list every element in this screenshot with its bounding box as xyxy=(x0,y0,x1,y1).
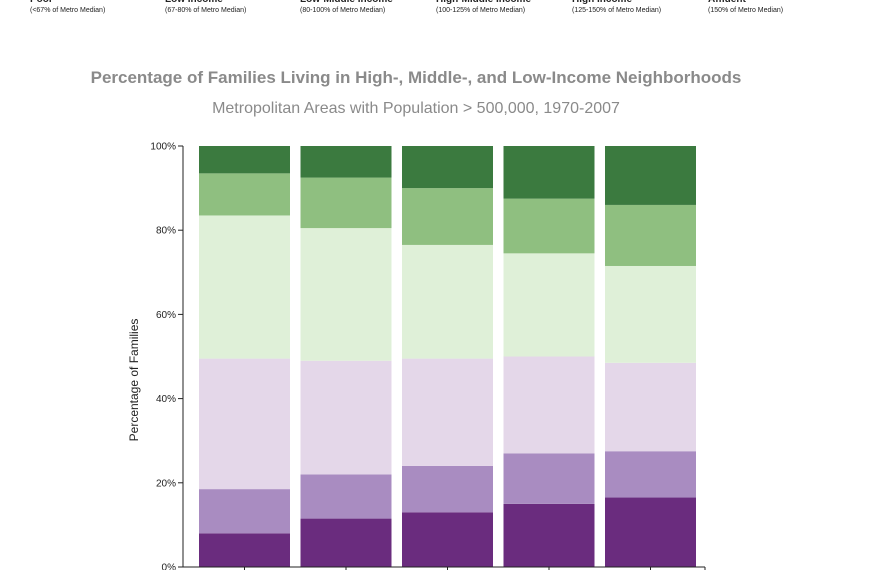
legend-item-name: Poor xyxy=(30,0,105,5)
bar-segment xyxy=(300,360,392,475)
bar-segment xyxy=(199,173,290,216)
bar-segment xyxy=(402,244,493,359)
legend-item-name: Low Income xyxy=(165,0,246,5)
bar-segment xyxy=(402,146,493,189)
legend-item: Affluent (150% of Metro Median) xyxy=(708,0,783,15)
bar-segment xyxy=(300,177,392,229)
legend-item: High-Middle Income (100-125% of Metro Med… xyxy=(436,0,531,15)
bar-segment xyxy=(300,228,392,361)
bar-segment xyxy=(503,253,595,357)
bar-segment xyxy=(199,358,290,490)
legend-item-range: (80-100% of Metro Median) xyxy=(300,7,386,14)
legend-item-range: (<67% of Metro Median) xyxy=(30,7,106,14)
legend-item-name: High-Middle Income xyxy=(436,0,531,5)
bar-segment xyxy=(503,146,595,199)
bar-segment xyxy=(605,451,696,498)
bar-segment xyxy=(402,512,493,567)
legend-item-name: Affluent xyxy=(708,0,783,5)
bars xyxy=(199,146,696,567)
y-tick-label: 40% xyxy=(156,394,176,405)
bar-segment xyxy=(503,356,595,454)
legend-item: Low Income (67-80% of Metro Median) xyxy=(165,0,246,15)
bar-segment xyxy=(402,465,493,513)
bar-segment xyxy=(402,188,493,245)
bar-segment xyxy=(402,358,493,466)
bar-segment xyxy=(199,489,290,534)
bar-segment xyxy=(605,265,696,363)
bar-segment xyxy=(199,146,290,174)
y-tick-label: 100% xyxy=(150,142,176,153)
y-tick-label: 0% xyxy=(162,563,177,570)
y-axis-label: Percentage of Families xyxy=(127,319,141,442)
legend-item: Poor (<67% of Metro Median) xyxy=(30,0,105,15)
bar-segment xyxy=(199,533,290,567)
axes: 0% 20% 40% 60% 80% 100% xyxy=(150,142,706,570)
legend-item-name: Low-Middle Income xyxy=(300,0,393,5)
legend-item-range: (100-125% of Metro Median) xyxy=(436,7,526,14)
legend-item-name: High Income xyxy=(572,0,661,5)
bar-segment xyxy=(605,497,696,567)
bar-segment xyxy=(503,198,595,254)
bar-segment xyxy=(199,215,290,359)
bar-segment xyxy=(605,362,696,452)
y-tick-label: 60% xyxy=(156,310,176,321)
legend-item: High Income (125-150% of Metro Median) xyxy=(572,0,661,15)
bar-segment xyxy=(300,474,392,519)
bar-segment xyxy=(300,518,392,567)
bar-segment xyxy=(300,146,392,178)
bar-segment xyxy=(605,146,696,205)
bar-segment xyxy=(503,453,595,504)
bar-segment xyxy=(605,204,696,266)
legend-item-range: (150% of Metro Median) xyxy=(708,7,784,14)
y-tick-label: 20% xyxy=(156,478,176,489)
chart-title: Percentage of Families Living in High-, … xyxy=(91,68,742,87)
legend-item-range: (67-80% of Metro Median) xyxy=(165,7,247,14)
legend-item: Low-Middle Income (80-100% of Metro Media… xyxy=(300,0,393,15)
legend: Poor (<67% of Metro Median) Low Income (67-… xyxy=(0,0,870,17)
chart-subtitle: Metropolitan Areas with Population > 500… xyxy=(212,100,620,117)
legend-item-range: (125-150% of Metro Median) xyxy=(572,7,662,14)
bar-segment xyxy=(503,503,595,567)
y-tick-label: 80% xyxy=(156,226,176,237)
